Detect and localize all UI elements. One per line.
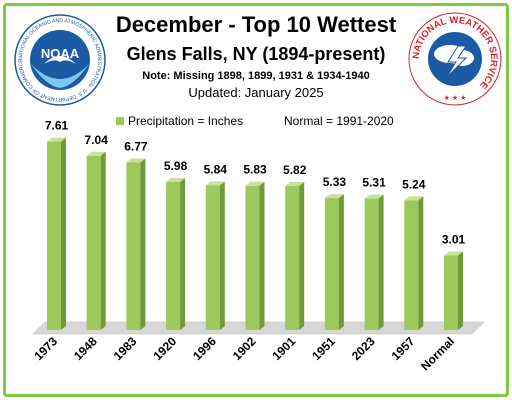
bar-front (205, 185, 220, 330)
bar-side (418, 196, 424, 330)
bar-top (166, 177, 186, 182)
data-label: 7.04 (85, 133, 109, 147)
bar-front (47, 141, 61, 330)
bar-side (219, 181, 225, 330)
x-tick-label: 1996 (190, 334, 219, 363)
bar-top (404, 196, 424, 201)
x-tick-label: 1948 (71, 334, 100, 363)
svg-text:★ ★ ★: ★ ★ ★ (444, 94, 467, 102)
bar-side (458, 251, 463, 330)
chart-subtitle: Glens Falls, NY (1894-present) (126, 44, 386, 64)
bar (444, 251, 463, 330)
chart-note: Note: Missing 1898, 1899, 1931 & 1934-19… (142, 70, 370, 82)
data-label: 5.98 (164, 159, 188, 173)
bar-top (324, 194, 344, 199)
data-label: 3.01 (442, 233, 466, 247)
chart-legend: Precipitation = Inches Normal = 1991-202… (116, 114, 394, 128)
bar-side (100, 151, 106, 330)
bar-side (378, 194, 384, 330)
data-label: 5.33 (323, 175, 347, 189)
bar-front (126, 162, 141, 330)
bar (47, 137, 66, 330)
bar-top (126, 158, 146, 163)
bar-front (166, 181, 181, 330)
x-tick-label: Normal (418, 334, 457, 373)
nws-logo: NATIONAL WEATHER SERVICE ★ ★ ★ (408, 12, 502, 106)
x-tick-label: 1901 (270, 334, 299, 363)
bar-front (324, 198, 339, 330)
x-tick-label: 1957 (389, 334, 418, 363)
bar (245, 181, 265, 330)
bar (205, 181, 225, 330)
data-label: 6.77 (124, 139, 148, 153)
bar-front (285, 185, 300, 330)
bar-top (364, 194, 384, 199)
bar (166, 177, 186, 330)
bar (324, 194, 344, 330)
bar-top (285, 181, 305, 186)
bar-top (205, 181, 225, 186)
bar (285, 181, 305, 330)
legend-item: Normal = 1991-2020 (284, 114, 394, 128)
bar-front (86, 155, 101, 330)
bar (126, 158, 146, 330)
x-tick-label: 1902 (230, 334, 259, 363)
x-tick-label: 1973 (31, 334, 60, 363)
noaa-logo: NATIONAL OCEANIC AND ATMOSPHERIC ADMINIS… (14, 14, 106, 106)
bar-front (404, 200, 419, 330)
data-label: 5.24 (402, 177, 426, 191)
legend-swatch (116, 117, 124, 125)
data-label: 7.61 (45, 119, 69, 133)
data-label: 5.84 (204, 162, 228, 176)
bar-top (47, 137, 66, 142)
bar-top (444, 251, 463, 256)
data-label: 5.83 (243, 163, 267, 177)
data-label: 5.31 (362, 176, 386, 190)
x-tick-label: 1951 (309, 334, 338, 363)
bar-side (259, 181, 265, 330)
chart-title: December - Top 10 Wettest (115, 12, 397, 37)
bar-side (140, 158, 146, 330)
data-label: 5.82 (283, 163, 307, 177)
legend-item: Precipitation = Inches (128, 114, 243, 128)
bar-front (364, 198, 379, 330)
bar-side (338, 194, 344, 330)
bar-top (245, 181, 265, 186)
x-tick-label: 1983 (111, 334, 140, 363)
bar-front (245, 185, 260, 330)
bar (86, 151, 106, 330)
x-tick-label: 1920 (150, 334, 179, 363)
bar-side (180, 177, 186, 330)
bar-top (86, 151, 106, 156)
updated-date: Updated: January 2025 (188, 85, 324, 100)
bar (364, 194, 384, 330)
bar (404, 196, 424, 330)
bar-side (61, 137, 66, 330)
bar-front (444, 255, 458, 330)
x-tick-label: 2023 (349, 334, 378, 363)
bar-side (299, 181, 305, 330)
noaa-text: NOAA (41, 46, 80, 61)
